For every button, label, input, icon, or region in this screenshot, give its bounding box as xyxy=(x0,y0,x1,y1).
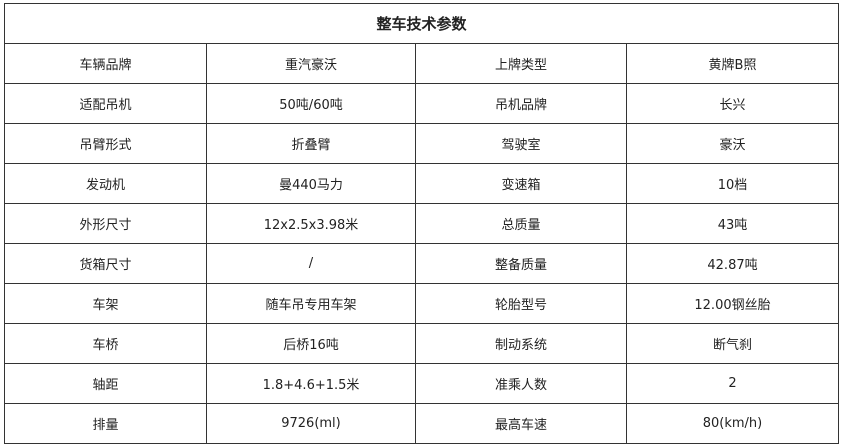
table-row: 车桥 后桥16吨 制动系统 断气刹 xyxy=(4,323,840,364)
spec-label: 适配吊机 xyxy=(4,83,207,124)
spec-label: 整备质量 xyxy=(415,243,627,284)
spec-value: 重汽豪沃 xyxy=(206,43,416,84)
spec-label: 总质量 xyxy=(415,203,627,244)
spec-value: 长兴 xyxy=(625,83,840,124)
spec-value: 10档 xyxy=(625,163,840,204)
spec-label: 车桥 xyxy=(4,323,207,364)
spec-label: 准乘人数 xyxy=(415,363,627,404)
spec-value: / xyxy=(206,243,416,284)
table-row: 发动机 曼440马力 变速箱 10档 xyxy=(4,163,840,204)
table-title: 整车技术参数 xyxy=(3,3,840,44)
spec-table: 整车技术参数 车辆品牌 重汽豪沃 上牌类型 黄牌B照 适配吊机 50吨/60吨 吊机品牌 长兴… xyxy=(3,3,840,444)
table-row: 适配吊机 50吨/60吨 吊机品牌 长兴 xyxy=(4,83,840,124)
table-row: 轴距 1.8+4.6+1.5米 准乘人数 2 xyxy=(4,363,840,404)
spec-value: 50吨/60吨 xyxy=(206,83,416,124)
spec-value: 2 xyxy=(625,363,840,404)
spec-label: 吊臂形式 xyxy=(4,123,207,164)
table-row: 车架 随车吊专用车架 轮胎型号 12.00钢丝胎 xyxy=(4,283,840,324)
spec-label: 车架 xyxy=(4,283,207,324)
spec-value: 43吨 xyxy=(625,203,840,244)
spec-label: 轴距 xyxy=(4,363,207,404)
table-row: 货箱尺寸 / 整备质量 42.87吨 xyxy=(4,243,840,284)
spec-label: 上牌类型 xyxy=(415,43,627,84)
spec-value: 折叠臂 xyxy=(206,123,416,164)
table-row: 外形尺寸 12x2.5x3.98米 总质量 43吨 xyxy=(4,203,840,244)
spec-value: 9726(ml) xyxy=(206,403,416,444)
spec-value: 曼440马力 xyxy=(206,163,416,204)
spec-value: 1.8+4.6+1.5米 xyxy=(206,363,416,404)
spec-label: 吊机品牌 xyxy=(415,83,627,124)
table-row: 车辆品牌 重汽豪沃 上牌类型 黄牌B照 xyxy=(4,43,840,84)
spec-label: 驾驶室 xyxy=(415,123,627,164)
spec-label: 变速箱 xyxy=(415,163,627,204)
spec-value: 随车吊专用车架 xyxy=(206,283,416,324)
spec-value: 42.87吨 xyxy=(625,243,840,284)
table-row: 排量 9726(ml) 最高车速 80(km/h) xyxy=(4,403,840,444)
spec-value: 黄牌B照 xyxy=(625,43,840,84)
spec-value: 后桥16吨 xyxy=(206,323,416,364)
spec-label: 排量 xyxy=(4,403,207,444)
spec-value: 断气刹 xyxy=(625,323,840,364)
table-row: 吊臂形式 折叠臂 驾驶室 豪沃 xyxy=(4,123,840,164)
spec-label: 制动系统 xyxy=(415,323,627,364)
spec-value: 豪沃 xyxy=(625,123,840,164)
spec-value: 12.00钢丝胎 xyxy=(625,283,840,324)
spec-label: 发动机 xyxy=(4,163,207,204)
spec-label: 轮胎型号 xyxy=(415,283,627,324)
spec-value: 12x2.5x3.98米 xyxy=(206,203,416,244)
spec-label: 货箱尺寸 xyxy=(4,243,207,284)
spec-value: 80(km/h) xyxy=(625,403,840,444)
spec-label: 外形尺寸 xyxy=(4,203,207,244)
title-row: 整车技术参数 xyxy=(3,3,840,44)
spec-label: 最高车速 xyxy=(415,403,627,444)
spec-label: 车辆品牌 xyxy=(4,43,207,84)
